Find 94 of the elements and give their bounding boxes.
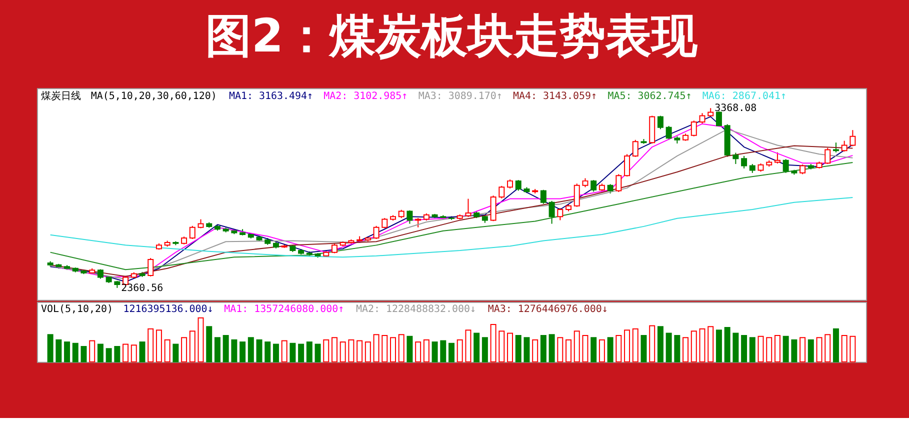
bar — [64, 342, 70, 362]
candlestick — [515, 180, 522, 192]
candlestick — [824, 147, 831, 164]
candlestick — [590, 180, 597, 192]
bar — [448, 342, 454, 362]
bar — [97, 344, 104, 362]
candlestick — [782, 158, 789, 174]
bar — [590, 337, 597, 362]
bar — [206, 326, 212, 362]
candlestick — [774, 152, 780, 164]
bar — [741, 334, 748, 362]
bar — [674, 334, 680, 362]
bar — [264, 342, 271, 362]
candlestick — [373, 225, 380, 240]
candlestick — [548, 200, 555, 224]
candlestick — [607, 184, 614, 194]
bar — [607, 337, 614, 362]
candlestick — [406, 210, 413, 224]
candlestick — [498, 185, 505, 199]
bar — [56, 339, 62, 362]
candlestick — [574, 183, 580, 208]
text: MA3: 1276446976.000↓ — [488, 304, 608, 315]
candlestick — [690, 120, 697, 137]
candlestick — [632, 139, 638, 158]
bar — [666, 332, 672, 362]
candlestick — [148, 258, 154, 277]
candlestick — [732, 152, 739, 164]
candlestick — [666, 125, 672, 140]
bar — [106, 348, 112, 362]
text: MA2: 1228488832.000↓ — [356, 304, 476, 315]
bar — [524, 337, 530, 362]
candlestick — [189, 225, 196, 240]
text: MA1: 1357246080.000↑ — [224, 304, 344, 315]
bar — [791, 339, 798, 362]
bar — [548, 334, 555, 362]
text: MA2: 3102.985↑ — [324, 91, 408, 102]
text: 煤炭日线 — [40, 90, 81, 102]
bar — [640, 334, 647, 362]
bar — [240, 342, 246, 362]
candlestick — [490, 195, 496, 222]
bar — [306, 342, 312, 362]
bar — [808, 339, 814, 362]
candlestick — [841, 140, 848, 152]
bar — [732, 332, 739, 362]
bar — [515, 334, 522, 362]
candlestick — [850, 130, 856, 147]
bar — [749, 337, 756, 362]
bar — [256, 339, 262, 362]
candlestick — [699, 112, 706, 124]
bar — [222, 334, 229, 362]
text: MA6: 2867.041↑ — [702, 91, 786, 102]
bar — [482, 337, 488, 362]
text: MA5: 3062.745↑ — [608, 91, 692, 102]
bar — [272, 344, 279, 362]
bar — [231, 339, 238, 362]
bar — [406, 336, 413, 362]
bar — [782, 336, 789, 362]
text: 1216395136.000↓ — [123, 304, 214, 315]
bar — [214, 337, 220, 362]
bar — [47, 334, 54, 362]
bar — [724, 327, 730, 362]
annotation: 3368.08 — [714, 103, 757, 114]
candlestick — [741, 155, 748, 169]
candlestick — [832, 142, 839, 153]
bar — [72, 342, 78, 362]
bar — [440, 340, 446, 362]
text: MA3: 3089.170↑ — [418, 91, 502, 102]
bar — [716, 330, 722, 362]
text: MA4: 3143.059↑ — [513, 91, 598, 102]
candlestick — [657, 115, 664, 130]
bar — [314, 344, 321, 362]
candlestick — [624, 154, 630, 177]
candlestick — [800, 164, 806, 175]
bar — [114, 346, 120, 362]
candlestick — [557, 208, 564, 221]
candlestick — [616, 174, 622, 192]
bar — [290, 342, 296, 362]
annotation: 2360.56 — [121, 282, 164, 294]
bar — [432, 342, 438, 362]
text: VOL(5,10,20) — [40, 304, 113, 315]
bar — [657, 326, 664, 362]
bar — [298, 344, 304, 362]
bar — [248, 337, 254, 362]
bar — [540, 334, 546, 362]
chart-title: 图2：煤炭板块走势表现 — [206, 8, 698, 63]
bar — [80, 346, 87, 362]
text: MA1: 3163.494↑ — [228, 91, 313, 102]
candlestick — [465, 198, 472, 218]
candlestick — [540, 189, 546, 204]
bar — [832, 328, 839, 362]
bar — [172, 344, 179, 362]
text: MA(5,10,20,30,60,120) — [90, 91, 217, 102]
bar — [139, 342, 146, 362]
bar — [474, 332, 480, 362]
